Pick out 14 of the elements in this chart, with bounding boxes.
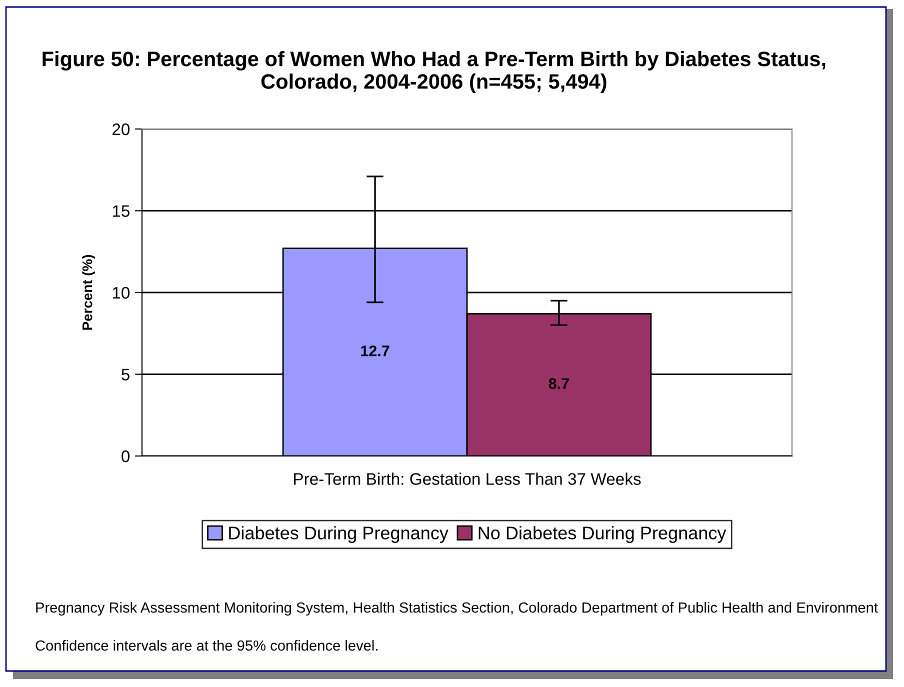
legend-label: No Diabetes During Pregnancy	[478, 526, 726, 543]
text: Confidence intervals are at the 95% confidence level.	[36, 640, 378, 651]
text: Pregnancy Risk Assessment Monitoring System, Health Statistics Section, Colorado Department of Public Health and Environment	[36, 602, 878, 616]
y-tick-label: 0	[122, 450, 130, 462]
y-tick-label: 15	[112, 205, 130, 217]
chart-title: Figure 50: Percentage of Women Who Had a Pre-Term Birth by Diabetes Status, Colorado, 2004-2006 (n=455; 5,494)	[42, 51, 826, 93]
data-label: 8.7	[548, 378, 569, 389]
y-tick-label: 10	[112, 286, 130, 299]
y-tick-label: 20	[112, 123, 130, 136]
legend-label: Diabetes During Pregnancy	[229, 526, 448, 543]
y-axis-title: Percent (%)	[82, 254, 95, 330]
x-tick-label: Pre-Term Birth: Gestation Less Than 37 Weeks	[294, 472, 641, 485]
y-tick-label: 5	[122, 368, 130, 380]
data-label: 12.7	[361, 345, 390, 356]
